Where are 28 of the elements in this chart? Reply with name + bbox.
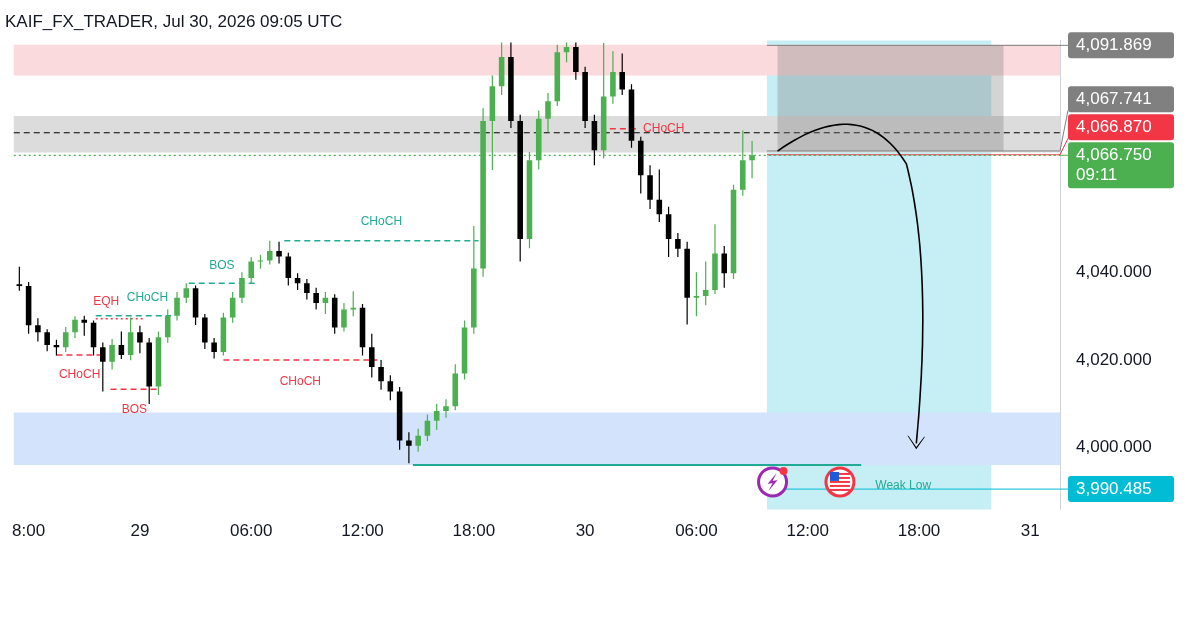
x-tick-label: 06:00 — [229, 521, 273, 541]
x-tick-label: 30 — [575, 521, 595, 541]
x-tick-label: 8:00 — [12, 521, 46, 541]
ref-line-label: 4,066.870 — [1076, 116, 1152, 136]
x-tick-label: 29 — [130, 521, 150, 541]
annotation: BOS — [121, 401, 148, 416]
annotation: CHoCH — [360, 214, 403, 229]
annotation: Weak Low — [875, 478, 932, 493]
annotation: CHoCH — [279, 374, 322, 389]
annotation: CHoCH — [643, 121, 685, 136]
annotation: CHoCH — [126, 290, 169, 305]
annotation: EQH — [93, 294, 120, 309]
ref-line-label: 4,091.869 — [1076, 35, 1152, 55]
ref-line-label: 4,067.741 — [1076, 88, 1152, 108]
annotation: BOS — [209, 257, 235, 272]
x-tick-label: 18:00 — [897, 521, 941, 541]
x-tick-label: 31 — [1020, 521, 1040, 541]
ref-line-label: 3,990.485 — [1076, 478, 1152, 498]
x-tick-label: 12:00 — [786, 521, 829, 541]
ref-line-label: 4,066.750 09:11 — [1076, 144, 1152, 184]
chart-title: KAIF_FX_TRADER, Jul 30, 2026 09:05 UTC — [5, 11, 343, 31]
y-tick-label: 4,040.000 — [1076, 262, 1152, 282]
y-tick-label: 4,000.000 — [1076, 437, 1152, 457]
x-tick-label: 06:00 — [675, 521, 718, 541]
annotation: CHoCH — [58, 367, 101, 382]
y-tick-label: 4,020.000 — [1076, 349, 1152, 369]
x-tick-label: 18:00 — [452, 521, 496, 541]
x-tick-label: 12:00 — [341, 521, 384, 541]
